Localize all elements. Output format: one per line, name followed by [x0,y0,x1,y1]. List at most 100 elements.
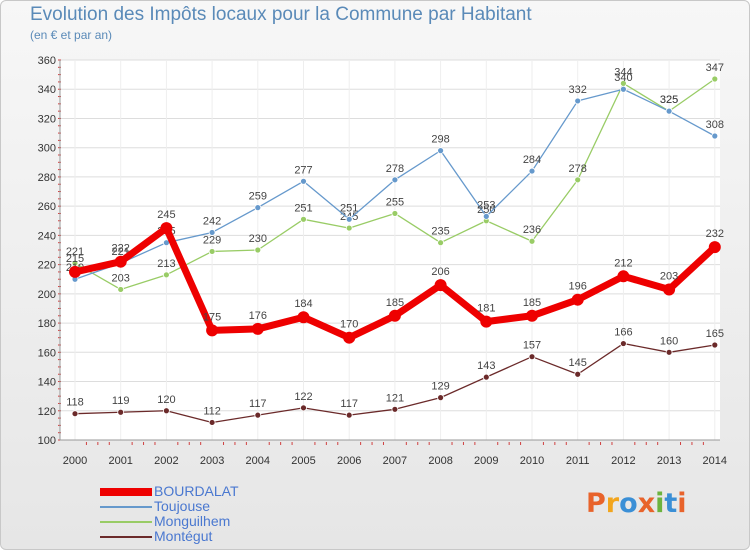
data-point [711,341,719,349]
data-point [528,167,536,175]
data-label: 170 [340,319,358,331]
data-label: 117 [249,398,267,410]
data-label: 284 [523,154,541,166]
data-label: 212 [614,257,632,269]
data-label: 259 [249,191,267,203]
x-tick-label: 2014 [703,455,727,467]
x-tick-label: 2005 [291,455,315,467]
y-tick-label: 240 [38,230,56,242]
data-label: 344 [614,66,632,78]
data-point [300,404,307,412]
x-tick-label: 2003 [200,455,224,467]
data-point [665,107,673,115]
data-label: 160 [660,335,678,347]
x-tick-label: 2009 [474,455,498,467]
data-label: 250 [477,204,495,216]
data-point [117,286,125,293]
data-point [160,222,173,235]
x-tick-label: 2004 [246,455,270,467]
data-label: 245 [157,209,175,221]
data-label: 347 [706,62,724,74]
y-tick-label: 300 [38,143,56,155]
data-label: 203 [660,270,678,282]
legend-swatch [100,520,152,523]
data-label: 232 [706,228,724,240]
data-point [162,271,170,279]
y-tick-label: 220 [38,260,56,272]
data-point [528,353,536,361]
data-label: 203 [112,272,130,284]
data-label: 120 [157,394,175,406]
data-label: 251 [294,202,312,214]
x-tick-label: 2013 [657,455,681,467]
chart-subtitle: (en € et par an) [30,28,113,42]
chart-title: Evolution des Impôts locaux pour la Comm… [30,4,532,25]
data-point [208,248,216,255]
y-tick-label: 140 [38,377,56,389]
data-point [388,309,401,322]
data-point [251,322,264,335]
data-point [300,177,307,185]
data-label: 242 [203,215,221,227]
data-label: 185 [523,297,541,309]
legend-item: Monguilhem [100,514,239,529]
data-point [711,132,719,140]
legend-label: Toujouse [154,498,211,514]
data-point [345,224,353,232]
data-label: 221 [66,246,84,258]
data-label: 143 [477,360,495,372]
y-tick-label: 280 [38,172,56,184]
data-point [71,410,79,418]
y-tick-label: 120 [38,406,56,418]
data-label: 129 [431,381,449,393]
data-label: 181 [477,303,495,315]
plot-area [60,60,720,440]
data-point [480,315,493,328]
data-label: 253 [477,199,495,211]
x-tick-label: 2010 [520,455,544,467]
data-point [574,176,582,184]
data-point [69,265,81,278]
data-label: 122 [294,391,312,403]
data-label: 255 [386,196,404,208]
data-point [391,210,399,217]
data-point [114,255,127,268]
data-label: 213 [157,258,175,270]
data-label: 157 [523,340,541,352]
data-point [208,229,216,236]
data-point [162,407,170,415]
data-label: 112 [203,405,221,417]
data-label: 278 [386,163,404,175]
data-point [665,348,673,356]
data-label: 166 [614,327,632,339]
legend-item: BOURDALAT [100,484,239,499]
data-label: 325 [660,94,678,106]
data-label: 340 [614,72,632,84]
data-label: 118 [66,397,84,409]
data-label: 175 [203,311,221,323]
data-point [434,279,447,292]
chart-legend: BOURDALAT Toujouse Monguilhem Montégut [100,484,239,544]
data-label: 184 [294,298,312,310]
legend-swatch [100,505,152,508]
data-label: 332 [569,84,587,96]
legend-label: Montégut [154,528,213,544]
data-label: 229 [203,234,221,246]
data-point [663,283,676,296]
data-label: 145 [569,357,587,369]
y-tick-label: 260 [38,201,56,213]
data-point [528,237,536,245]
data-label: 119 [112,395,130,407]
data-label: 206 [431,266,449,278]
data-label: 165 [706,328,724,340]
y-tick-label: 100 [38,435,56,447]
data-point [345,411,353,419]
data-label: 277 [294,164,312,176]
data-point [711,75,719,83]
data-point [574,97,582,105]
data-point [437,394,445,402]
legend-item: Montégut [100,529,239,544]
data-point [391,405,399,413]
legend-label: Monguilhem [154,513,231,529]
